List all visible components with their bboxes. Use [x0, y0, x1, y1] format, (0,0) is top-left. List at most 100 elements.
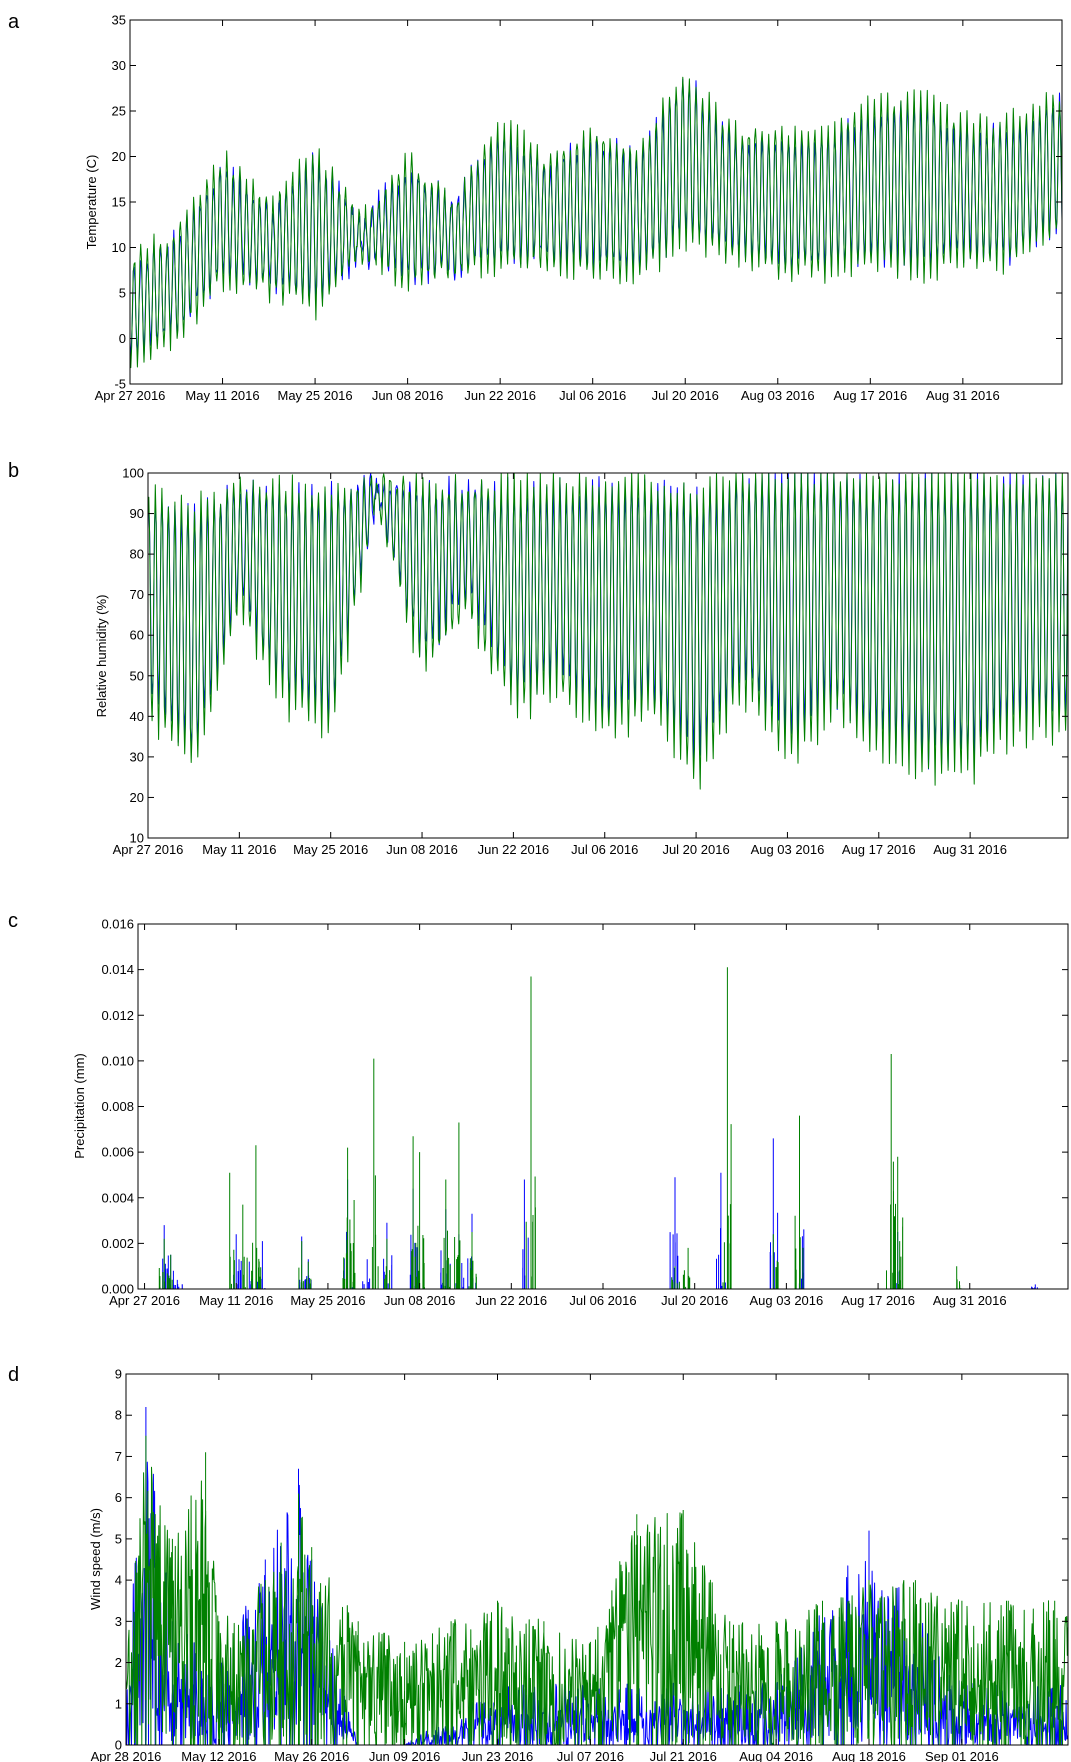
y-axis: 0.000 0.002 0.004 0.006 0.008 0.010 0.012 0.014…: [101, 917, 1068, 1297]
x-tick-label: Aug 03 2016: [741, 388, 815, 403]
y-tick-label: 15: [112, 195, 126, 210]
x-tick-label: Aug 17 2016: [833, 388, 907, 403]
x-tick-label: Aug 03 2016: [751, 842, 825, 857]
series-group: [126, 1407, 1068, 1745]
y-tick-label: 60: [130, 628, 144, 643]
x-axis: Apr 27 2016 May 11 2016 May 25 2016 Jun 08 …: [113, 473, 1007, 857]
x-tick-label: Sep 01 2016: [925, 1749, 999, 1762]
x-tick-label: Aug 17 2016: [842, 842, 916, 857]
x-axis: Apr 28 2016 May 12 2016 May 26 2016 Jun 09 …: [91, 1374, 999, 1762]
x-tick-label: May 25 2016: [290, 1293, 365, 1308]
x-axis: Apr 27 2016 May 11 2016 May 25 2016 Jun 08 …: [109, 924, 1007, 1308]
panel-label: b: [8, 460, 19, 482]
panel-d: d 0 1 2 3 4 5 6 7 8 9 Apr 28 2016 May 12 2016 May 26 …: [8, 1364, 1069, 1762]
y-tick-label: 20: [112, 149, 126, 164]
y-tick-label: 100: [122, 466, 144, 481]
x-tick-label: Jul 20 2016: [652, 388, 719, 403]
y-tick-label: 0.000: [101, 1282, 134, 1297]
x-tick-label: May 25 2016: [293, 842, 368, 857]
x-tick-label: Jul 06 2016: [569, 1293, 636, 1308]
y-axis-label: Precipitation (mm): [72, 1053, 87, 1158]
series-2-line: [130, 76, 1062, 369]
y-tick-label: 0.016: [101, 917, 134, 932]
y-axis: 10 20 30 40 50 60 70 80 90 100: [122, 466, 1068, 846]
x-tick-label: May 25 2016: [277, 388, 352, 403]
series-group: [148, 473, 1068, 790]
panel-label: c: [8, 910, 18, 932]
series-2-line: [148, 473, 1068, 790]
y-tick-label: 1: [115, 1696, 122, 1711]
y-tick-label: 3: [115, 1614, 122, 1629]
x-tick-label: Jun 22 2016: [464, 388, 536, 403]
x-tick-label: Aug 03 2016: [750, 1293, 824, 1308]
y-tick-label: 0.006: [101, 1145, 134, 1160]
series-2-line: [126, 1435, 1068, 1745]
x-tick-label: May 26 2016: [274, 1749, 349, 1762]
x-tick-label: Aug 04 2016: [739, 1749, 813, 1762]
y-axis: -5 0 5 10 15 20 25 30 35: [112, 13, 1062, 392]
axes-frame: [147, 472, 1069, 839]
y-tick-label: 30: [112, 58, 126, 73]
x-tick-label: Jun 08 2016: [384, 1293, 456, 1308]
x-tick-label: Apr 27 2016: [95, 388, 166, 403]
series-2-line: [138, 967, 1068, 1289]
y-tick-label: 90: [130, 506, 144, 521]
y-tick-label: 9: [115, 1367, 122, 1382]
x-tick-label: Aug 31 2016: [926, 388, 1000, 403]
y-tick-label: 0: [119, 331, 126, 346]
x-tick-label: Jul 06 2016: [559, 388, 626, 403]
y-tick-label: 40: [130, 709, 144, 724]
x-tick-label: Jun 08 2016: [372, 388, 444, 403]
y-tick-label: 10: [112, 240, 126, 255]
x-tick-label: Jul 07 2016: [557, 1749, 624, 1762]
y-tick-label: 50: [130, 668, 144, 683]
x-tick-label: Jul 20 2016: [661, 1293, 728, 1308]
x-tick-label: Apr 27 2016: [109, 1293, 180, 1308]
y-axis-label: Temperature (C): [84, 155, 99, 250]
x-tick-label: Jun 23 2016: [462, 1749, 534, 1762]
x-tick-label: Jun 09 2016: [369, 1749, 441, 1762]
panel-label: d: [8, 1364, 19, 1386]
x-tick-label: Jun 08 2016: [386, 842, 458, 857]
x-tick-label: Aug 17 2016: [841, 1293, 915, 1308]
x-tick-label: Jun 22 2016: [478, 842, 550, 857]
panels: a -5 0 5 10 15 20 25 30 35 Apr 27 2016 May 11 2016 M…: [8, 11, 1069, 1762]
x-tick-label: Apr 28 2016: [91, 1749, 162, 1762]
y-axis-label: Relative humidity (%): [94, 595, 109, 718]
x-axis: Apr 27 2016 May 11 2016 May 25 2016 Jun 08 …: [95, 20, 1000, 403]
x-tick-label: May 12 2016: [181, 1749, 256, 1762]
series-1-line: [130, 78, 1062, 363]
x-tick-label: May 11 2016: [199, 1293, 273, 1308]
y-tick-label: 70: [130, 587, 144, 602]
x-tick-label: Jun 22 2016: [476, 1293, 548, 1308]
axes-frame: [137, 923, 1069, 1290]
axes-frame: [125, 1373, 1069, 1746]
x-tick-label: Aug 31 2016: [933, 1293, 1007, 1308]
x-tick-label: Apr 27 2016: [113, 842, 184, 857]
panel-label: a: [8, 11, 20, 33]
series-1-line: [138, 1138, 1068, 1289]
y-tick-label: 25: [112, 104, 126, 119]
y-axis-label: Wind speed (m/s): [88, 1508, 103, 1610]
x-tick-label: Jul 06 2016: [571, 842, 638, 857]
y-tick-label: 0.004: [101, 1190, 134, 1205]
y-tick-label: 0.012: [101, 1008, 134, 1023]
x-tick-label: Aug 18 2016: [832, 1749, 906, 1762]
x-tick-label: May 11 2016: [202, 842, 276, 857]
panel-b: b 10 20 30 40 50 60 70 80 90 100 Apr 27 2016 May 11 …: [8, 460, 1069, 857]
y-tick-label: 5: [119, 286, 126, 301]
y-tick-label: 80: [130, 547, 144, 562]
y-tick-label: 30: [130, 749, 144, 764]
y-tick-label: 2: [115, 1655, 122, 1670]
y-tick-label: 35: [112, 13, 126, 28]
y-tick-label: 7: [115, 1449, 122, 1464]
x-tick-label: Jul 20 2016: [662, 842, 729, 857]
y-tick-label: -5: [114, 377, 126, 392]
y-tick-label: 10: [130, 831, 144, 846]
x-tick-label: May 11 2016: [185, 388, 259, 403]
y-tick-label: 8: [115, 1408, 122, 1423]
y-tick-label: 0.010: [101, 1053, 134, 1068]
series-group: [138, 967, 1068, 1289]
series-group: [130, 76, 1062, 369]
